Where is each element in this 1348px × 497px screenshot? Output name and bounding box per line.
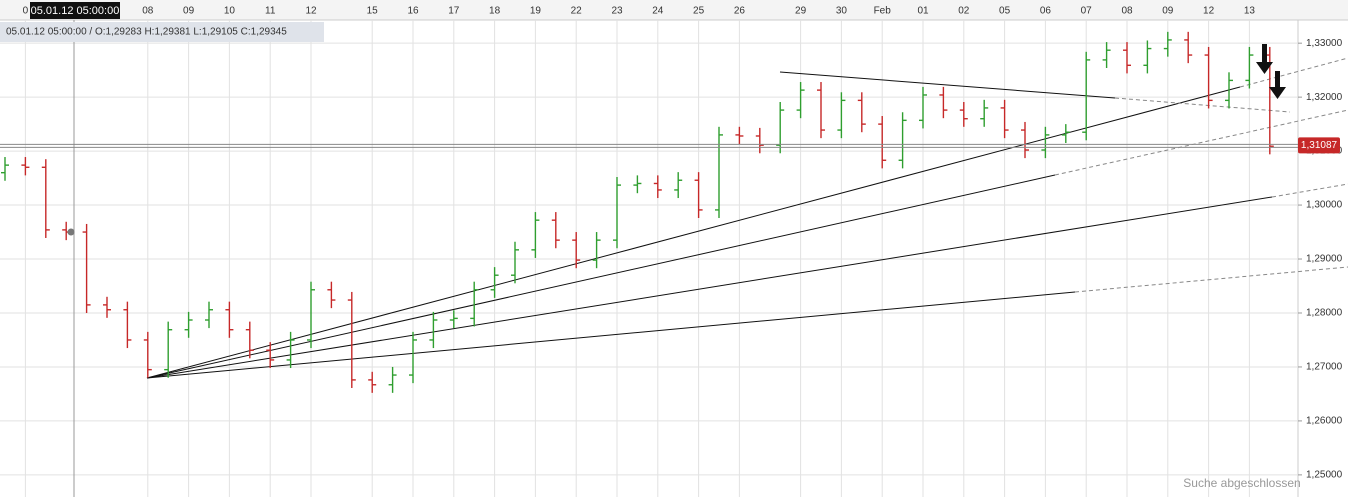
x-tick-label: 10: [224, 6, 236, 17]
x-tick-label: 05: [999, 6, 1011, 17]
trend-extension: [1114, 97, 1291, 113]
x-tick-label: 13: [1244, 6, 1256, 17]
y-tick-label: 1,26000: [1306, 416, 1343, 427]
arrow-shaft: [1262, 44, 1267, 64]
trend-extension: [1271, 183, 1348, 198]
x-tick-label: 30: [836, 6, 848, 17]
y-tick-label: 1,25000: [1306, 470, 1343, 481]
trend-line: [146, 196, 1273, 379]
x-tick-label: 24: [652, 6, 664, 17]
y-tick-label: 1,28000: [1306, 308, 1343, 319]
info-bar: [0, 22, 324, 42]
x-tick-label: 12: [1203, 6, 1215, 17]
trend-line: [146, 174, 1056, 379]
x-tick-label: 16: [407, 6, 419, 17]
info-text: 05.01.12 05:00:00 / O:1,29283 H:1,29381 …: [6, 27, 287, 38]
x-tick-label: 02: [958, 6, 970, 17]
status-text: Suche abgeschlossen: [1183, 476, 1300, 490]
y-tick-label: 1,30000: [1306, 200, 1343, 211]
x-tick-label: 25: [693, 6, 705, 17]
arrow-head: [1269, 87, 1286, 99]
x-tick-label: 22: [571, 6, 583, 17]
arrow-head: [1256, 62, 1273, 74]
x-tick-label: 23: [611, 6, 623, 17]
y-tick-label: 1,33000: [1306, 38, 1343, 49]
trend-extension: [1074, 266, 1348, 293]
y-tick-label: 1,32000: [1306, 92, 1343, 103]
trend-line: [146, 291, 1076, 379]
trend-lines: [146, 57, 1348, 379]
x-tick-label: Feb: [874, 6, 892, 17]
trend-extension: [1239, 57, 1348, 88]
x-tick-label: 29: [795, 6, 807, 17]
x-tick-label: 15: [367, 6, 379, 17]
last-price-box: [1298, 137, 1340, 154]
x-tick-label: 11: [265, 6, 276, 17]
x-tick-label: 06: [1040, 6, 1052, 17]
x-tick-label: 18: [489, 6, 501, 17]
x-tick-label: 19: [530, 6, 542, 17]
x-tick-label: 12: [305, 6, 317, 17]
x-tick-label: 01: [917, 6, 929, 17]
y-tick-label: 1,29000: [1306, 254, 1343, 265]
x-tick-label: 09: [183, 6, 195, 17]
x-tick-label: 0: [23, 6, 29, 17]
trend-extension: [1054, 109, 1348, 176]
trend-line: [146, 86, 1241, 379]
y-tick-label: 1,27000: [1306, 362, 1343, 373]
date-strip: [0, 0, 1348, 20]
last-price-label: 1,31087: [1301, 140, 1338, 151]
time-box: [30, 2, 120, 19]
grid-layer: [0, 20, 1298, 497]
crosshair-time: 05.01.12 05:00:00: [31, 5, 120, 17]
crosshair-dot: [67, 228, 75, 236]
x-tick-label: 09: [1162, 6, 1174, 17]
x-tick-label: 08: [1121, 6, 1133, 17]
trend-line: [779, 71, 1116, 99]
x-tick-label: 08: [142, 6, 154, 17]
x-tick-label: 07: [1081, 6, 1093, 17]
x-tick-label: 26: [734, 6, 746, 17]
arrow-shaft: [1275, 71, 1280, 89]
arrows: [1256, 44, 1286, 99]
x-tick-label: 17: [448, 6, 460, 17]
